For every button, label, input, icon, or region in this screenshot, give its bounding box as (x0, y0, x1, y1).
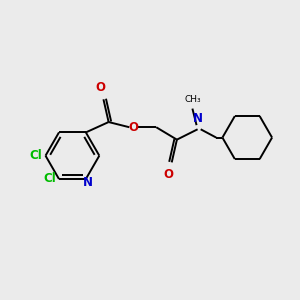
Text: N: N (193, 112, 202, 125)
Text: O: O (95, 81, 105, 94)
Text: O: O (164, 168, 174, 181)
Text: N: N (83, 176, 93, 189)
Text: CH₃: CH₃ (184, 95, 201, 104)
Text: Cl: Cl (30, 149, 42, 162)
Text: Cl: Cl (43, 172, 56, 185)
Text: O: O (128, 121, 138, 134)
